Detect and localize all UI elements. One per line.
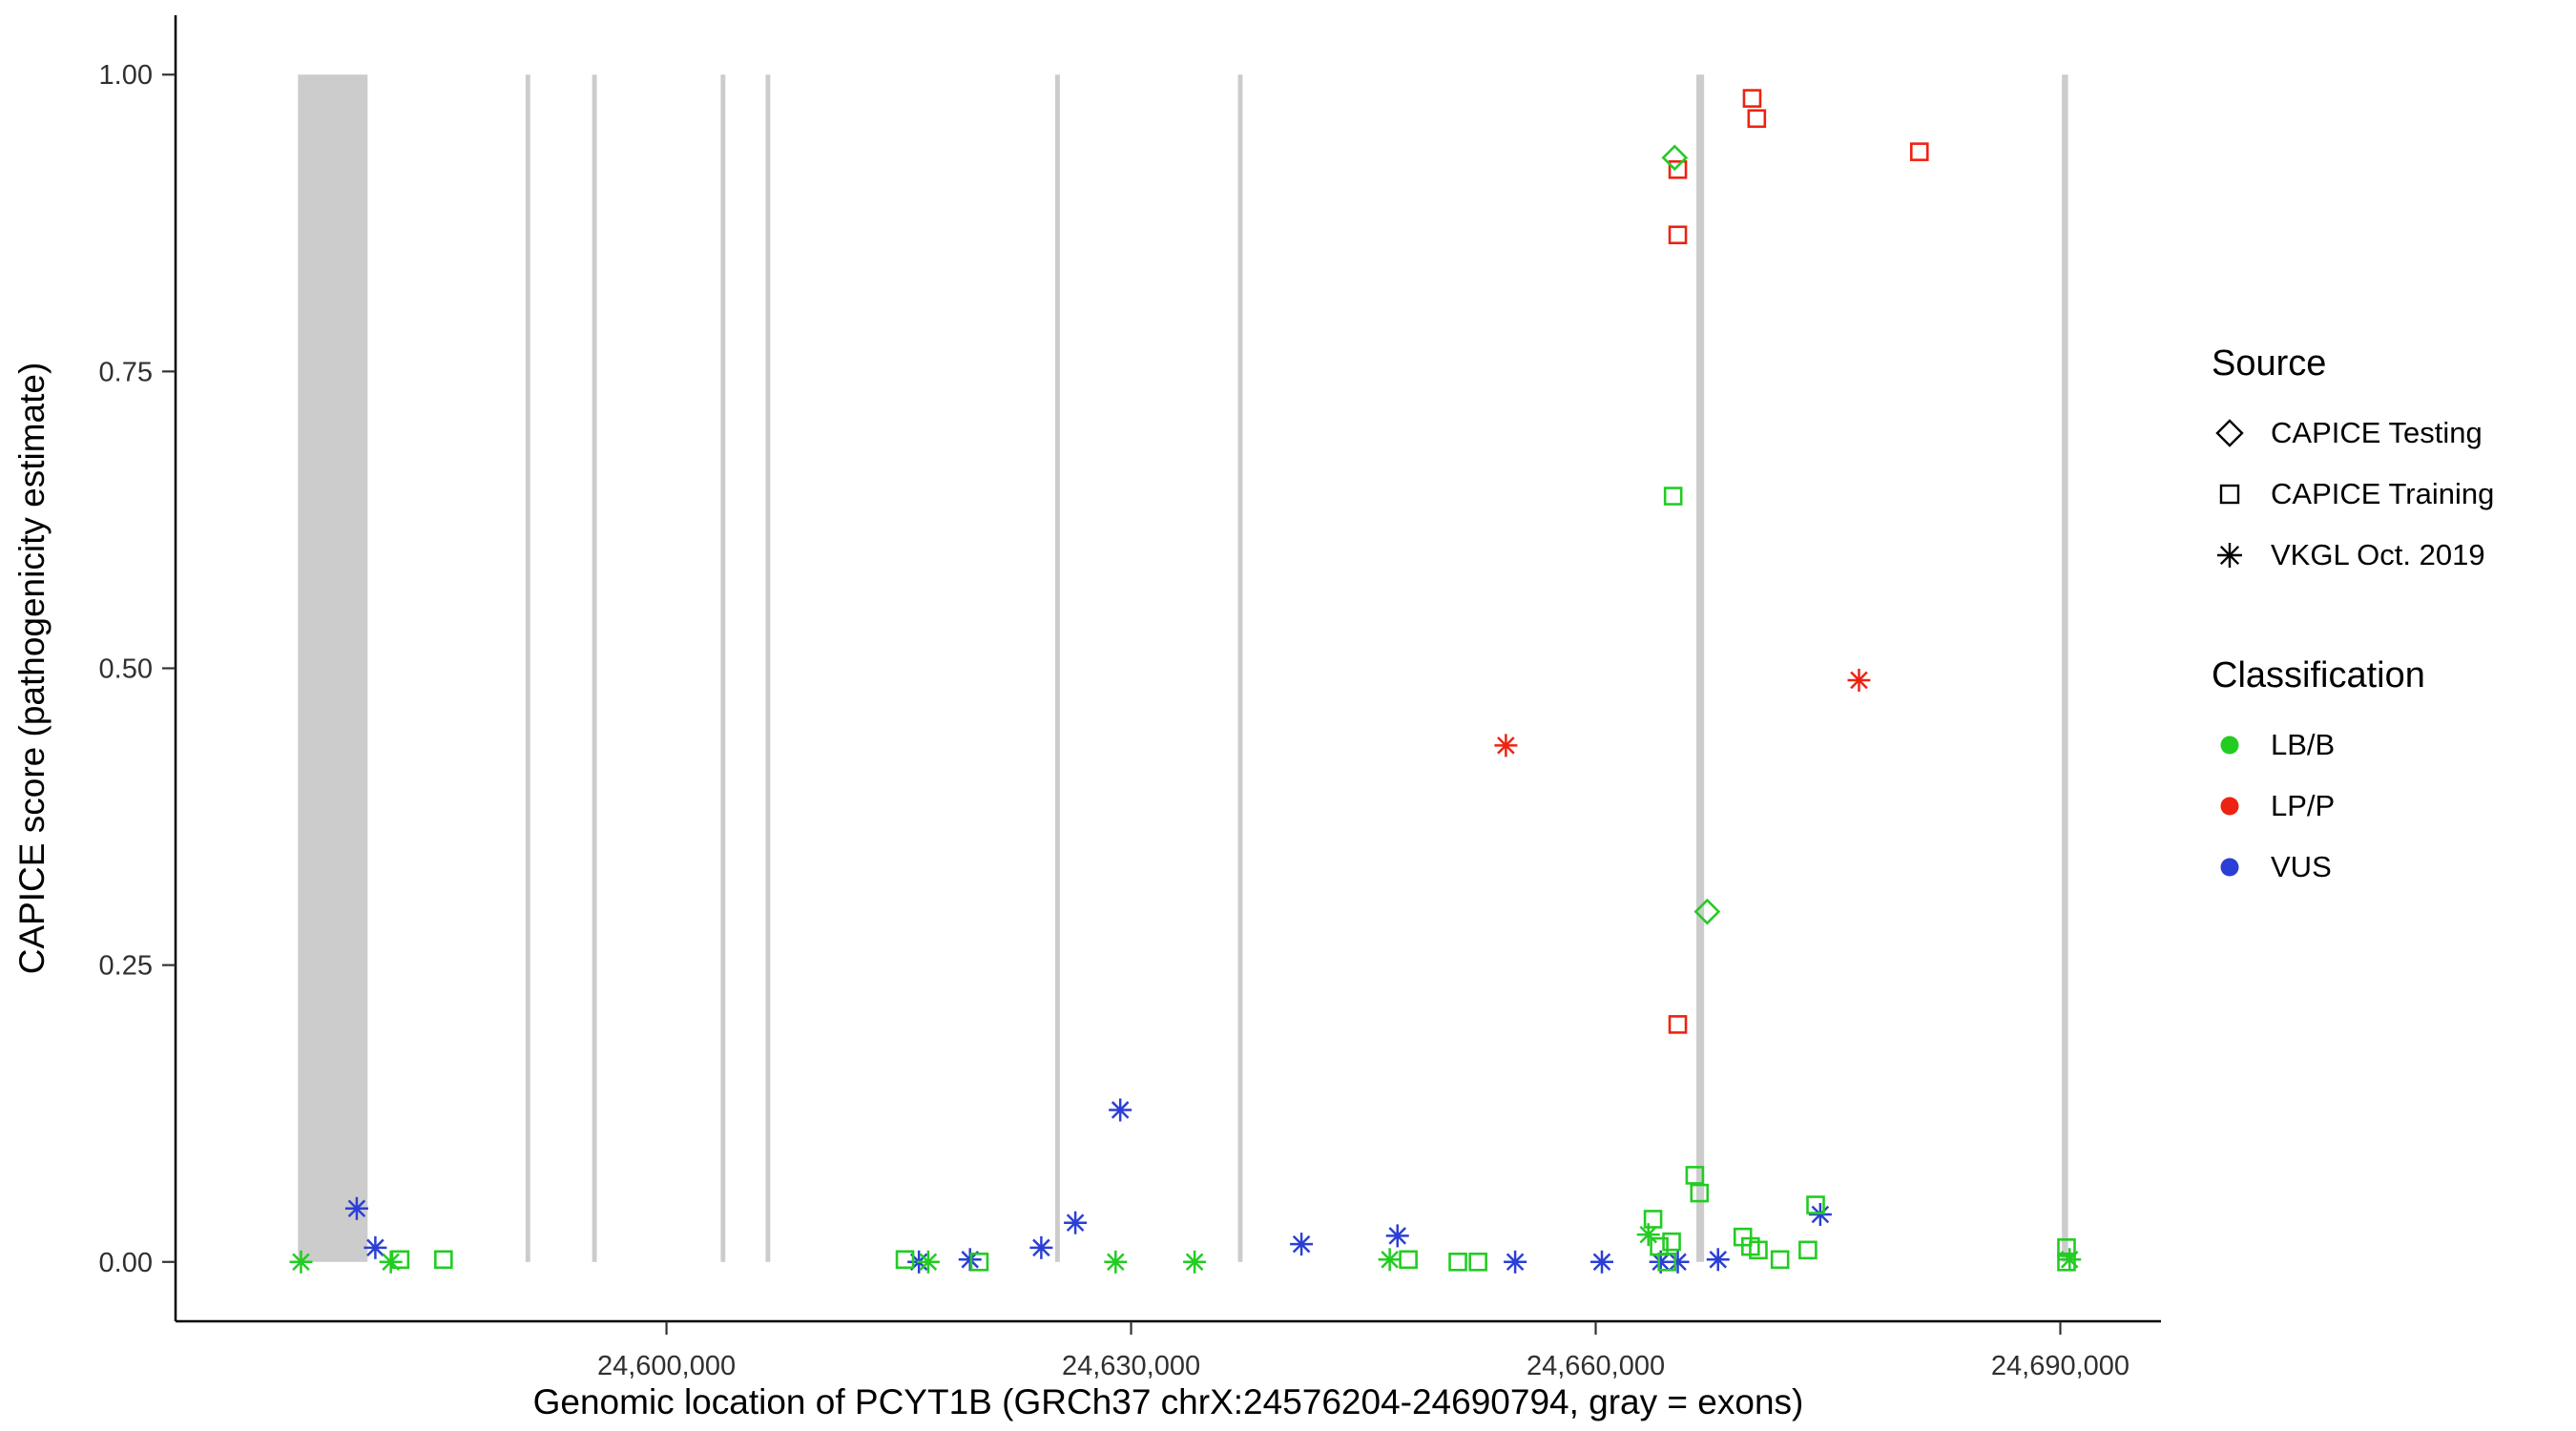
data-point [1468, 1252, 1487, 1272]
legend-item-capice-training: CAPICE Training [2212, 476, 2494, 512]
legend-source-group: Source CAPICE Testing CAPICE Training [2212, 343, 2494, 598]
data-point [434, 1250, 453, 1270]
data-point [1109, 1098, 1132, 1122]
legend-item-label: CAPICE Testing [2271, 416, 2483, 449]
legend-item-vkgl: VKGL Oct. 2019 [2212, 537, 2494, 573]
data-point [1668, 1015, 1688, 1034]
data-point [344, 1196, 368, 1220]
data-point [1290, 1233, 1314, 1256]
data-point [1378, 1248, 1402, 1272]
data-point [1685, 1166, 1705, 1185]
x-tick-label: 24,600,000 [597, 1351, 736, 1381]
data-point [1909, 142, 1929, 161]
data-point [1399, 1250, 1418, 1270]
exon-region [298, 74, 368, 1262]
x-tick-label: 24,690,000 [1991, 1351, 2129, 1381]
y-tick-label: 0.00 [99, 1248, 153, 1278]
legend-item-label: VKGL Oct. 2019 [2271, 538, 2485, 571]
data-point [1742, 89, 1762, 108]
data-point [1770, 1250, 1790, 1270]
data-point [1448, 1252, 1467, 1272]
data-point [289, 1250, 313, 1274]
data-point [1798, 1240, 1818, 1260]
legend-item-label: CAPICE Training [2271, 477, 2495, 510]
exon-region [765, 74, 771, 1262]
data-point [969, 1252, 989, 1272]
data-point [1808, 1202, 1832, 1226]
y-axis-title: CAPICE score (pathogenicity estimate) [12, 363, 52, 975]
legend-item-capice-testing: CAPICE Testing [2212, 415, 2494, 451]
data-point [1690, 1183, 1710, 1203]
exon-region [720, 74, 726, 1262]
data-point [916, 1250, 940, 1274]
legend: Source CAPICE Testing CAPICE Training [2212, 343, 2494, 910]
data-point [1666, 1250, 1690, 1274]
legend-item-label: LP/P [2271, 789, 2336, 822]
data-point [1847, 668, 1871, 692]
data-point [2057, 1252, 2076, 1272]
legend-classification-group: Classification LB/B LP/P VUS [2212, 655, 2494, 910]
data-point [1693, 898, 1721, 925]
x-tick-label: 24,630,000 [1062, 1351, 1200, 1381]
data-point [1183, 1250, 1207, 1274]
data-point [2058, 1248, 2082, 1272]
data-point [1663, 487, 1683, 506]
y-tick-label: 0.25 [99, 951, 153, 982]
data-point [1657, 1252, 1676, 1272]
diamond-icon [2215, 419, 2244, 447]
data-point [1504, 1250, 1527, 1274]
data-point [1661, 144, 1689, 172]
exon-region [1696, 74, 1705, 1262]
data-point [1749, 1240, 1768, 1260]
exon-region [525, 74, 530, 1262]
asterisk-icon [2217, 543, 2242, 568]
blue-dot-icon [2220, 858, 2239, 877]
data-point [1385, 1224, 1409, 1248]
data-point [1494, 734, 1518, 757]
legend-classification-title: Classification [2212, 655, 2425, 695]
data-point [1747, 109, 1767, 129]
data-point [390, 1250, 410, 1270]
legend-item-label: VUS [2271, 850, 2332, 883]
data-point [364, 1235, 387, 1259]
y-tick-label: 1.00 [99, 60, 153, 91]
x-tick-label: 24,660,000 [1527, 1351, 1665, 1381]
red-dot-icon [2220, 797, 2239, 816]
data-point [1029, 1235, 1053, 1259]
data-point [895, 1250, 915, 1270]
data-point [1643, 1210, 1663, 1229]
green-dot-icon [2220, 736, 2239, 755]
exon-region [1055, 74, 1060, 1262]
y-tick-label: 0.50 [99, 654, 153, 685]
x-axis-title: Genomic location of PCYT1B (GRCh37 chrX:… [533, 1382, 1804, 1421]
exon-region [2062, 74, 2068, 1262]
data-point [1104, 1250, 1128, 1274]
square-icon [2219, 484, 2240, 505]
data-point [1668, 225, 1688, 245]
data-point [1064, 1211, 1088, 1234]
legend-item-lbb: LB/B [2212, 727, 2494, 763]
exon-region [592, 74, 597, 1262]
data-point [1706, 1248, 1730, 1272]
legend-item-label: LB/B [2271, 728, 2336, 761]
data-point [1662, 1232, 1681, 1252]
data-point [1806, 1195, 1825, 1214]
legend-item-lpp: LP/P [2212, 788, 2494, 824]
data-point [1590, 1250, 1614, 1274]
y-tick-label: 0.75 [99, 357, 153, 387]
exon-region [1237, 74, 1243, 1262]
data-point [1668, 159, 1688, 179]
legend-item-vus: VUS [2212, 849, 2494, 885]
data-point [2057, 1238, 2076, 1257]
legend-source-title: Source [2212, 343, 2327, 384]
